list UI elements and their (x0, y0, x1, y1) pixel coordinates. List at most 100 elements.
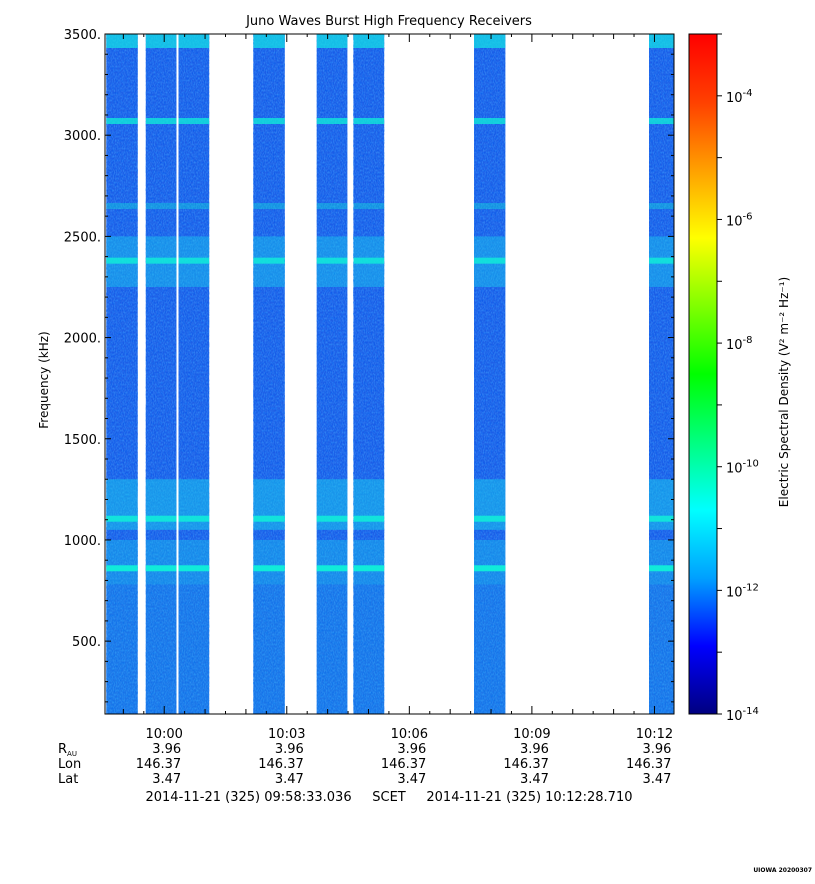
data-column-1 (145, 34, 177, 714)
emission-band (474, 257, 506, 264)
column-top-band (145, 34, 177, 48)
x-tick-label: 10:06 (391, 727, 428, 742)
emission-region (145, 584, 177, 714)
emission-band (649, 515, 674, 522)
emission-region (145, 479, 177, 530)
emission-band (178, 118, 210, 125)
ephemeris-value: 3.96 (275, 742, 304, 757)
y-tick-label: 2000. (64, 332, 101, 347)
emission-region (253, 479, 285, 530)
data-column-noise (649, 34, 674, 714)
emission-region (649, 479, 674, 530)
ephemeris-row-label: Lon (58, 757, 81, 772)
emission-band (145, 565, 177, 572)
emission-band (353, 203, 385, 210)
emission-band (316, 565, 348, 572)
column-top-band (353, 34, 385, 48)
emission-band (474, 118, 506, 125)
colorbar-tick-label: 10-12 (726, 582, 759, 600)
emission-region (106, 584, 138, 714)
ephemeris-value: 3.47 (152, 772, 181, 787)
column-top-band (649, 34, 674, 48)
emission-region (178, 479, 210, 530)
emission-band (106, 257, 138, 264)
ephemeris-value: 146.37 (626, 757, 672, 772)
y-tick-label: 3500. (64, 28, 101, 43)
emission-region (649, 584, 674, 714)
data-column-3 (253, 34, 285, 714)
data-column-7 (649, 34, 674, 714)
data-column-noise (178, 34, 210, 714)
ephemeris-value: 3.47 (642, 772, 671, 787)
ephemeris-value: 3.96 (642, 742, 671, 757)
y-tick-label: 3000. (64, 129, 101, 144)
emission-band (106, 515, 138, 522)
emission-band (316, 515, 348, 522)
ephemeris-value: 3.96 (152, 742, 181, 757)
emission-band (474, 515, 506, 522)
ephemeris-value: 3.47 (397, 772, 426, 787)
emission-region (474, 479, 506, 530)
emission-band (649, 203, 674, 210)
ephemeris-value: 3.96 (397, 742, 426, 757)
colorbar-tick-label: 10-6 (726, 211, 753, 229)
column-top-band (253, 34, 285, 48)
x-tick-label: 10:00 (145, 727, 182, 742)
ephemeris-table: RAU 3.96 3.96 3.96 3.96 3.96 Lon 146.37 146.37 14… (58, 742, 671, 787)
colorbar-tick-label: 10-8 (726, 335, 753, 353)
data-column-4 (316, 34, 348, 714)
emission-band (253, 565, 285, 572)
emission-band (353, 118, 385, 125)
y-tick-label: 2500. (64, 230, 101, 245)
emission-region (178, 539, 210, 585)
emission-region (106, 479, 138, 530)
emission-band (253, 118, 285, 125)
colorbar-tick-label: 10-10 (726, 459, 759, 477)
emission-region (316, 539, 348, 585)
y-axis: 500. 1000. 1500. 2000. 2500. 3000. 3500. (64, 28, 674, 703)
spectrogram-data (106, 34, 674, 714)
emission-band (106, 203, 138, 210)
ephemeris-value: 3.96 (520, 742, 549, 757)
emission-region (353, 584, 385, 714)
emission-band (353, 257, 385, 264)
plot-frame (104, 33, 675, 715)
data-column-6 (474, 34, 506, 714)
emission-band (145, 203, 177, 210)
emission-band (474, 203, 506, 210)
x-tick-label: 10:12 (636, 727, 673, 742)
y-tick-label: 1500. (64, 433, 101, 448)
ephemeris-value: 146.37 (503, 757, 549, 772)
data-column-noise (106, 34, 138, 714)
ephemeris-value: 3.47 (275, 772, 304, 787)
ephemeris-row-label: RAU (58, 742, 77, 758)
emission-band (649, 118, 674, 125)
emission-band (253, 257, 285, 264)
data-column-noise (474, 34, 506, 714)
column-top-band (178, 34, 210, 48)
y-tick-label: 1000. (64, 534, 101, 549)
y-tick-label: 500. (72, 635, 101, 650)
emission-band (106, 118, 138, 125)
emission-region (253, 539, 285, 585)
emission-band (178, 203, 210, 210)
emission-band (474, 565, 506, 572)
emission-region (178, 584, 210, 714)
data-column-2 (178, 34, 210, 714)
colorbar-tick-label: 10-4 (726, 88, 753, 106)
footer-stamp: UIOWA 20200307 (753, 867, 812, 874)
emission-region (353, 539, 385, 585)
emission-band (649, 565, 674, 572)
data-column-noise (353, 34, 385, 714)
data-column-0 (106, 34, 138, 714)
emission-band (178, 515, 210, 522)
emission-band (316, 118, 348, 125)
column-top-band (316, 34, 348, 48)
chart-title: Juno Waves Burst High Frequency Receiver… (245, 14, 532, 29)
emission-band (178, 257, 210, 264)
time-range-text: 2014-11-21 (325) 09:58:33.036 SCET 2014-… (145, 790, 632, 805)
column-top-band (474, 34, 506, 48)
emission-region (253, 584, 285, 714)
